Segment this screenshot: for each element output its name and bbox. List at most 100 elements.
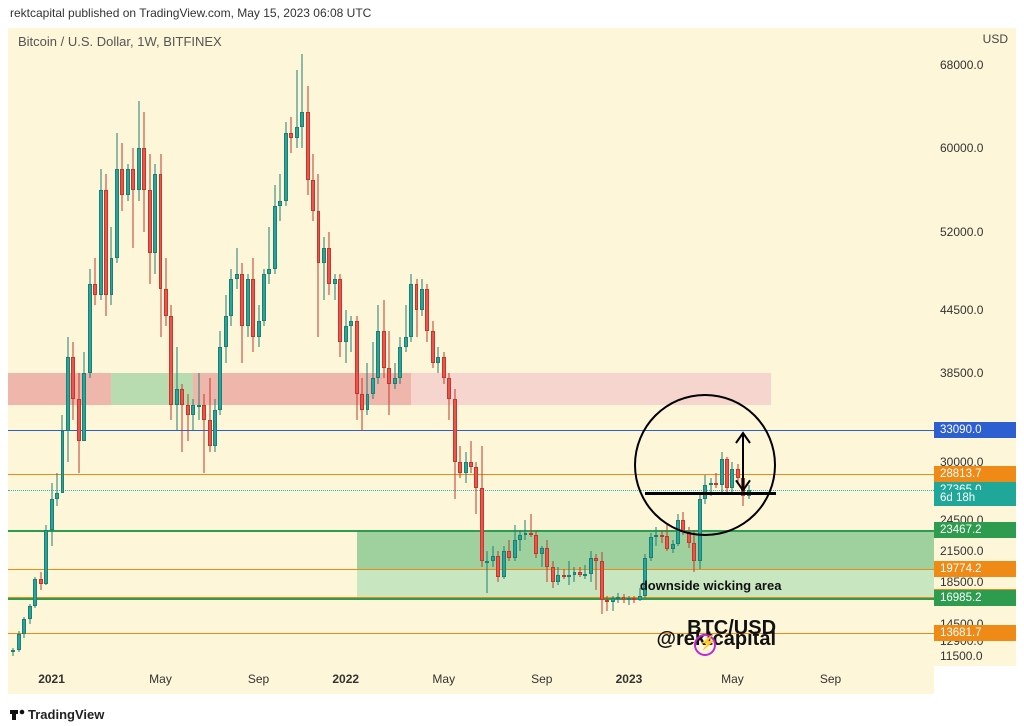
tradingview-logo: TradingView <box>10 707 104 722</box>
candle <box>638 28 642 666</box>
candle <box>458 28 462 666</box>
x-tick: Sep <box>531 672 552 686</box>
candle <box>197 28 201 666</box>
candle <box>725 28 729 666</box>
candle <box>485 28 489 666</box>
candle <box>99 28 103 666</box>
candle <box>594 28 598 666</box>
candle <box>436 28 440 666</box>
candle <box>425 28 429 666</box>
candle <box>703 28 707 666</box>
candle <box>224 28 228 666</box>
y-tick: 21500.0 <box>940 544 983 558</box>
candle <box>698 28 702 666</box>
candle <box>496 28 500 666</box>
candle <box>50 28 54 666</box>
candle <box>567 28 571 666</box>
candle <box>306 28 310 666</box>
candle <box>747 28 751 666</box>
x-tick: May <box>149 672 172 686</box>
price-tag: 13681.7 <box>934 625 1016 641</box>
candle <box>61 28 65 666</box>
candle <box>589 28 593 666</box>
y-tick: 52000.0 <box>940 225 983 239</box>
candle <box>153 28 157 666</box>
candle <box>33 28 37 666</box>
flash-icon <box>694 634 716 656</box>
y-tick: 18500.0 <box>940 575 983 589</box>
y-tick: 68000.0 <box>940 58 983 72</box>
candle <box>169 28 173 666</box>
candle <box>502 28 506 666</box>
candle <box>578 28 582 666</box>
candle <box>507 28 511 666</box>
candle <box>322 28 326 666</box>
candle <box>714 28 718 666</box>
candle <box>17 28 21 666</box>
x-tick: 2021 <box>38 672 65 686</box>
candle <box>66 28 70 666</box>
candle <box>415 28 419 666</box>
candle <box>289 28 293 666</box>
price-tag: 23467.2 <box>934 522 1016 538</box>
candle <box>616 28 620 666</box>
candle <box>660 28 664 666</box>
candle <box>229 28 233 666</box>
candle <box>120 28 124 666</box>
double-arrow-icon <box>728 427 758 496</box>
candle <box>366 28 370 666</box>
candle <box>513 28 517 666</box>
candle <box>311 28 315 666</box>
candle <box>126 28 130 666</box>
x-tick: 2023 <box>616 672 643 686</box>
candle <box>551 28 555 666</box>
candle <box>600 28 604 666</box>
candle <box>676 28 680 666</box>
candle <box>534 28 538 666</box>
candle <box>93 28 97 666</box>
candle <box>398 28 402 666</box>
candle <box>186 28 190 666</box>
y-tick: 11500.0 <box>940 649 983 663</box>
time-axis[interactable]: 2021 May Sep 2022 May Sep 2023 May Sep <box>8 666 934 694</box>
candle <box>627 28 631 666</box>
candle <box>687 28 691 666</box>
downside-annotation: downside wicking area <box>640 578 782 593</box>
candle <box>344 28 348 666</box>
candle <box>349 28 353 666</box>
price-axis[interactable]: USD 68000.060000.052000.044500.038500.03… <box>934 28 1016 666</box>
candle <box>142 28 146 666</box>
candle <box>529 28 533 666</box>
candle <box>137 28 141 666</box>
candle <box>317 28 321 666</box>
candle <box>420 28 424 666</box>
candle <box>720 28 724 666</box>
candle <box>360 28 364 666</box>
candle <box>355 28 359 666</box>
candle <box>524 28 528 666</box>
x-tick: Sep <box>248 672 269 686</box>
x-tick: May <box>721 672 744 686</box>
x-tick: May <box>432 672 455 686</box>
candle <box>709 28 713 666</box>
candle <box>371 28 375 666</box>
x-tick: 2022 <box>332 672 359 686</box>
x-tick: Sep <box>820 672 841 686</box>
candle <box>104 28 108 666</box>
candle <box>300 28 304 666</box>
chart-plot-area[interactable]: Bitcoin / U.S. Dollar, 1W, BITFINEX down… <box>8 28 934 666</box>
candle <box>556 28 560 666</box>
candle <box>257 28 261 666</box>
candle <box>491 28 495 666</box>
candle <box>327 28 331 666</box>
price-tag: 19774.2 <box>934 561 1016 577</box>
candle <box>605 28 609 666</box>
candle <box>218 28 222 666</box>
candle <box>741 28 745 666</box>
candle <box>665 28 669 666</box>
candle <box>643 28 647 666</box>
candle <box>382 28 386 666</box>
candle <box>148 28 152 666</box>
candle <box>82 28 86 666</box>
candle <box>453 28 457 666</box>
